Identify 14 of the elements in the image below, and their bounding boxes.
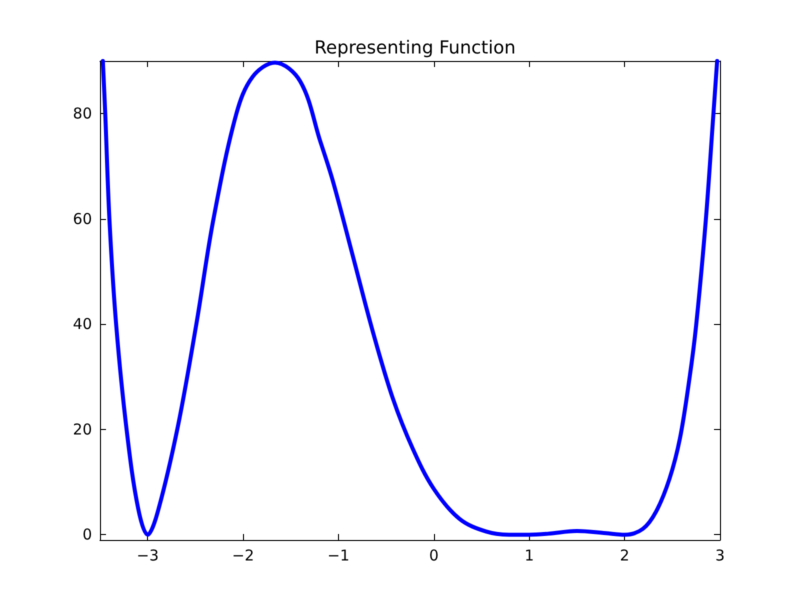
x-tick-label: −3 — [136, 546, 159, 564]
x-tick-label: −1 — [327, 546, 350, 564]
x-tick-label: 3 — [715, 546, 725, 564]
y-tick-label: 60 — [72, 210, 92, 228]
x-tick-label: −2 — [232, 546, 254, 564]
x-tick-label: 2 — [620, 546, 630, 564]
x-tick-label: 1 — [524, 546, 534, 564]
y-tick-label: 20 — [72, 420, 92, 438]
y-tick-label: 80 — [72, 104, 92, 123]
chart-title: Representing Function — [314, 38, 516, 58]
y-tick-label: 0 — [82, 526, 92, 544]
x-tick-label: 0 — [429, 546, 439, 564]
y-tick-label: 40 — [72, 315, 92, 334]
line-series — [100, 59, 720, 537]
